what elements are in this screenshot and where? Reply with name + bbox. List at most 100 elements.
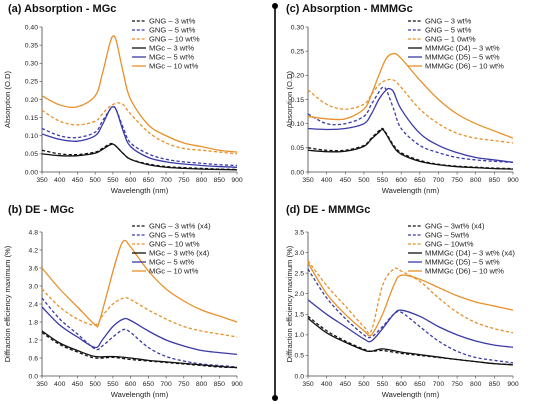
x-tick-label: 650 — [414, 177, 426, 184]
x-tick-label: 700 — [160, 381, 172, 388]
x-tick-label: 850 — [489, 381, 501, 388]
y-tick-label: 2.0 — [295, 291, 305, 298]
x-tick-label: 650 — [143, 177, 155, 184]
x-axis-label: Wavelength (nm) — [111, 186, 169, 195]
x-tick-label: 600 — [396, 177, 408, 184]
x-tick-label: 750 — [451, 381, 463, 388]
series-line-1 — [307, 127, 514, 170]
legend-entry: GNG – 10 wt% — [149, 35, 200, 44]
legend-entry: MGc – 5 wt% — [149, 258, 194, 267]
y-tick-label: 0.25 — [291, 48, 304, 55]
y-tick-label: 0.15 — [291, 97, 304, 104]
series-line-2 — [307, 268, 514, 364]
y-axis-label: Diffraction efficiency maximum (%) — [3, 245, 12, 362]
legend-entry: MGc – 3 wt% — [149, 44, 194, 53]
chart-panel-4: (d) DE - MMMGc 350 400 450 500 550 600 650 700 75… — [285, 204, 519, 399]
y-tick-label: 0.35 — [25, 42, 38, 49]
y-axis-label: Absorption (O.D) — [3, 71, 12, 128]
x-tick-label: 450 — [72, 177, 84, 184]
series-line-5 — [307, 299, 514, 348]
y-tick-label: 0.15 — [25, 115, 38, 122]
y-tick-label: 0.25 — [25, 79, 38, 86]
legend-entry: MMMGc (D4) – 3 wt% — [425, 44, 500, 53]
x-tick-label: 400 — [54, 177, 66, 184]
series-line-3 — [307, 260, 514, 335]
series-line-4 — [41, 330, 238, 369]
x-tick-label: 500 — [90, 381, 102, 388]
series-line-4 — [41, 143, 238, 171]
y-axis-label: Absorption (O.D) — [285, 71, 294, 128]
x-tick-label: 900 — [231, 177, 243, 184]
panel-divider-top-dot — [272, 3, 278, 9]
x-tick-label: 600 — [125, 381, 137, 388]
x-tick-label: 900 — [507, 177, 519, 184]
y-axis-label: Diffraction efficiency maximum (%) — [285, 245, 294, 362]
series-line-6 — [307, 262, 514, 337]
x-tick-label: 800 — [196, 177, 208, 184]
panel-divider-bottom-dot — [272, 395, 278, 401]
x-tick-label: 400 — [321, 177, 333, 184]
x-tick-label: 800 — [196, 381, 208, 388]
x-tick-label: 600 — [396, 381, 408, 388]
x-tick-label: 700 — [433, 381, 445, 388]
legend-entry: MMMGc (D4) – 3 wt% (x4) — [425, 249, 515, 258]
x-tick-label: 400 — [54, 381, 66, 388]
y-tick-label: 3.6 — [29, 265, 39, 272]
series-line-6 — [41, 35, 238, 153]
y-tick-label: 4.8 — [29, 229, 39, 236]
series-line-3 — [41, 102, 238, 155]
y-tick-label: 0.30 — [291, 24, 304, 31]
y-tick-label: 0.05 — [25, 151, 38, 158]
x-tick-label: 750 — [178, 177, 190, 184]
x-tick-label: 600 — [125, 177, 137, 184]
legend-entry: MGc – 10 wt% — [149, 62, 199, 71]
legend-entry: MMMGc (D5) – 5 wt% — [425, 258, 500, 267]
y-tick-label: 2.5 — [295, 270, 305, 277]
x-tick-label: 650 — [143, 381, 155, 388]
x-tick-label: 500 — [358, 177, 370, 184]
x-tick-label: 650 — [414, 381, 426, 388]
y-tick-label: 1.8 — [29, 319, 39, 326]
x-tick-label: 550 — [377, 177, 389, 184]
legend-entry: GNG – 1 0wt% — [425, 35, 476, 44]
legend-entry: GNG – 5wt% — [425, 231, 470, 240]
x-tick-label: 500 — [90, 177, 102, 184]
x-axis-label: Wavelength (nm) — [111, 390, 169, 399]
chart-panel-1: (a) Absorption - MGc 350 400 450 500 550 600 65… — [3, 3, 243, 195]
y-tick-label: 0.6 — [29, 355, 39, 362]
legend-entry: GNG – 3wt% (x4) — [425, 222, 485, 231]
y-tick-label: 0.20 — [291, 73, 304, 80]
series-line-2 — [41, 106, 238, 167]
series-line-3 — [41, 288, 238, 338]
y-tick-label: 0.00 — [291, 169, 304, 176]
y-tick-label: 0.0 — [29, 373, 39, 380]
legend-entry: MGc – 5 wt% — [149, 53, 194, 62]
y-tick-label: 3.0 — [295, 250, 305, 257]
series-line-4 — [307, 317, 514, 366]
y-tick-label: 0.10 — [291, 121, 304, 128]
chart-title: (d) DE - MMMGc — [286, 204, 370, 216]
series-line-4 — [307, 128, 514, 170]
x-tick-label: 450 — [340, 177, 352, 184]
chart-panel-2: (b) DE - MGc 350 400 450 500 550 600 650 700 750 8… — [3, 204, 243, 399]
y-tick-label: 0.05 — [291, 145, 304, 152]
y-tick-label: 1.5 — [295, 312, 305, 319]
x-tick-label: 750 — [178, 381, 190, 388]
y-tick-label: 2.4 — [29, 301, 39, 308]
y-tick-label: 1.2 — [29, 337, 39, 344]
y-tick-label: 3.5 — [295, 229, 305, 236]
y-tick-label: 0.0 — [295, 373, 305, 380]
y-tick-label: 0.10 — [25, 133, 38, 140]
x-tick-label: 850 — [214, 177, 226, 184]
x-tick-label: 900 — [507, 381, 519, 388]
y-tick-label: 0.00 — [25, 169, 38, 176]
series-line-6 — [41, 239, 238, 328]
chart-title: (a) Absorption - MGc — [8, 3, 116, 15]
series-line-6 — [307, 52, 514, 139]
x-tick-label: 550 — [107, 381, 119, 388]
legend-entry: MMMGc (D6) – 10 wt% — [425, 267, 504, 276]
x-tick-label: 800 — [470, 177, 482, 184]
x-tick-label: 450 — [340, 381, 352, 388]
legend-entry: GNG – 10 wt% — [149, 240, 200, 249]
